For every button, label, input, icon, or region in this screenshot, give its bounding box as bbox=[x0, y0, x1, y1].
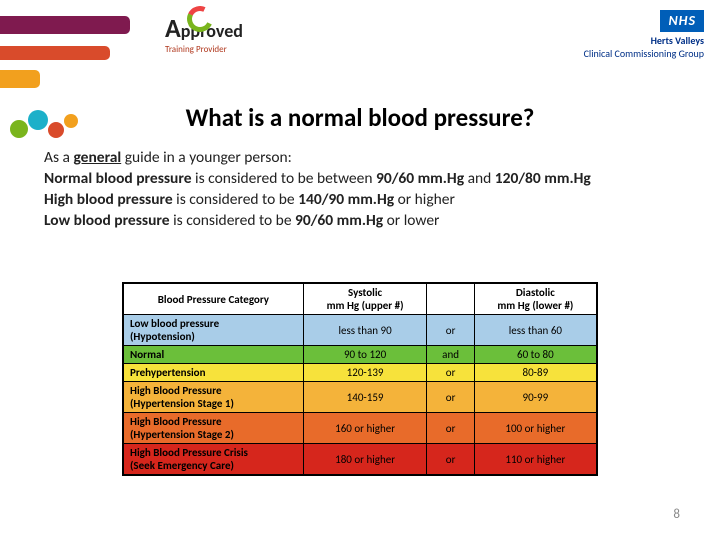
cell-op: or bbox=[427, 315, 474, 346]
cell-diastolic: 90-99 bbox=[474, 382, 596, 413]
cell-category: Low blood pressure(Hypotension) bbox=[124, 315, 304, 346]
nhs-subtitle: Clinical Commissioning Group bbox=[584, 47, 704, 60]
cell-category: High Blood Pressure Crisis(Seek Emergenc… bbox=[124, 444, 304, 475]
cell-category: Prehypertension bbox=[124, 364, 304, 382]
body-line3-tail: or higher bbox=[394, 190, 455, 209]
cell-systolic: less than 90 bbox=[303, 315, 427, 346]
page-number: 8 bbox=[673, 507, 680, 522]
deco-bar bbox=[0, 46, 110, 60]
deco-bar bbox=[0, 70, 40, 88]
body-line4-mid: is considered to be bbox=[170, 211, 295, 230]
body-text: As a general guide in a younger person: … bbox=[44, 148, 676, 232]
cell-op: or bbox=[427, 444, 474, 475]
nhs-logo-block: NHS Herts Valleys Clinical Commissioning… bbox=[584, 10, 704, 60]
body-line2-mid: is considered to be between bbox=[192, 169, 376, 188]
slide-title: What is a normal blood pressure? bbox=[0, 102, 720, 133]
body-line2-val2: 120/80 mm.Hg bbox=[495, 169, 591, 188]
body-line3-mid: is considered to be bbox=[173, 190, 298, 209]
body-line2-val1: 90/60 mm.Hg bbox=[376, 169, 464, 188]
body-line1-pre: As a bbox=[44, 148, 73, 167]
nhs-logo: NHS bbox=[660, 10, 704, 32]
cell-category: Normal bbox=[124, 346, 304, 364]
cell-op: or bbox=[427, 382, 474, 413]
table-row: High Blood Pressure(Hypertension Stage 1… bbox=[124, 382, 597, 413]
cell-diastolic: 60 to 80 bbox=[474, 346, 596, 364]
cell-category: High Blood Pressure(Hypertension Stage 1… bbox=[124, 382, 304, 413]
cell-systolic: 90 to 120 bbox=[303, 346, 427, 364]
table-row: High Blood Pressure(Hypertension Stage 2… bbox=[124, 413, 597, 444]
approved-logo-sub: Training Provider bbox=[165, 45, 243, 55]
body-line4-tail: or lower bbox=[383, 211, 439, 230]
table-row: High Blood Pressure Crisis(Seek Emergenc… bbox=[124, 444, 597, 475]
body-line4-val: 90/60 mm.Hg bbox=[295, 211, 383, 230]
th-systolic: Systolicmm Hg (upper #) bbox=[303, 284, 427, 315]
cell-systolic: 160 or higher bbox=[303, 413, 427, 444]
cell-op: or bbox=[427, 364, 474, 382]
bp-table: Blood Pressure CategorySystolicmm Hg (up… bbox=[122, 282, 598, 476]
body-line2-and: and bbox=[464, 169, 495, 188]
cell-op: and bbox=[427, 346, 474, 364]
cell-diastolic: less than 60 bbox=[474, 315, 596, 346]
cell-systolic: 140-159 bbox=[303, 382, 427, 413]
body-line1-general: general bbox=[73, 148, 121, 167]
th-category: Blood Pressure Category bbox=[124, 284, 304, 315]
body-line1-post: guide in a younger person: bbox=[121, 148, 292, 167]
th-diastolic: Diastolicmm Hg (lower #) bbox=[474, 284, 596, 315]
cell-op: or bbox=[427, 413, 474, 444]
cell-category: High Blood Pressure(Hypertension Stage 2… bbox=[124, 413, 304, 444]
cell-diastolic: 110 or higher bbox=[474, 444, 596, 475]
approved-logo-initial: A bbox=[165, 12, 181, 44]
cell-systolic: 180 or higher bbox=[303, 444, 427, 475]
body-line4-label: Low blood pressure bbox=[44, 211, 170, 230]
th-blank bbox=[427, 284, 474, 315]
cell-diastolic: 80-89 bbox=[474, 364, 596, 382]
cell-systolic: 120-139 bbox=[303, 364, 427, 382]
deco-bar bbox=[0, 16, 130, 34]
body-line3-val: 140/90 mm.Hg bbox=[298, 190, 394, 209]
table-row: Low blood pressure(Hypotension)less than… bbox=[124, 315, 597, 346]
table-row: Prehypertension120-139or80-89 bbox=[124, 364, 597, 382]
nhs-region: Herts Valleys bbox=[651, 34, 704, 47]
body-line3-label: High blood pressure bbox=[44, 190, 173, 209]
approved-logo: Approved Training Provider bbox=[165, 14, 243, 54]
table-row: Normal90 to 120and60 to 80 bbox=[124, 346, 597, 364]
cell-diastolic: 100 or higher bbox=[474, 413, 596, 444]
body-line2-label: Normal blood pressure bbox=[44, 169, 192, 188]
